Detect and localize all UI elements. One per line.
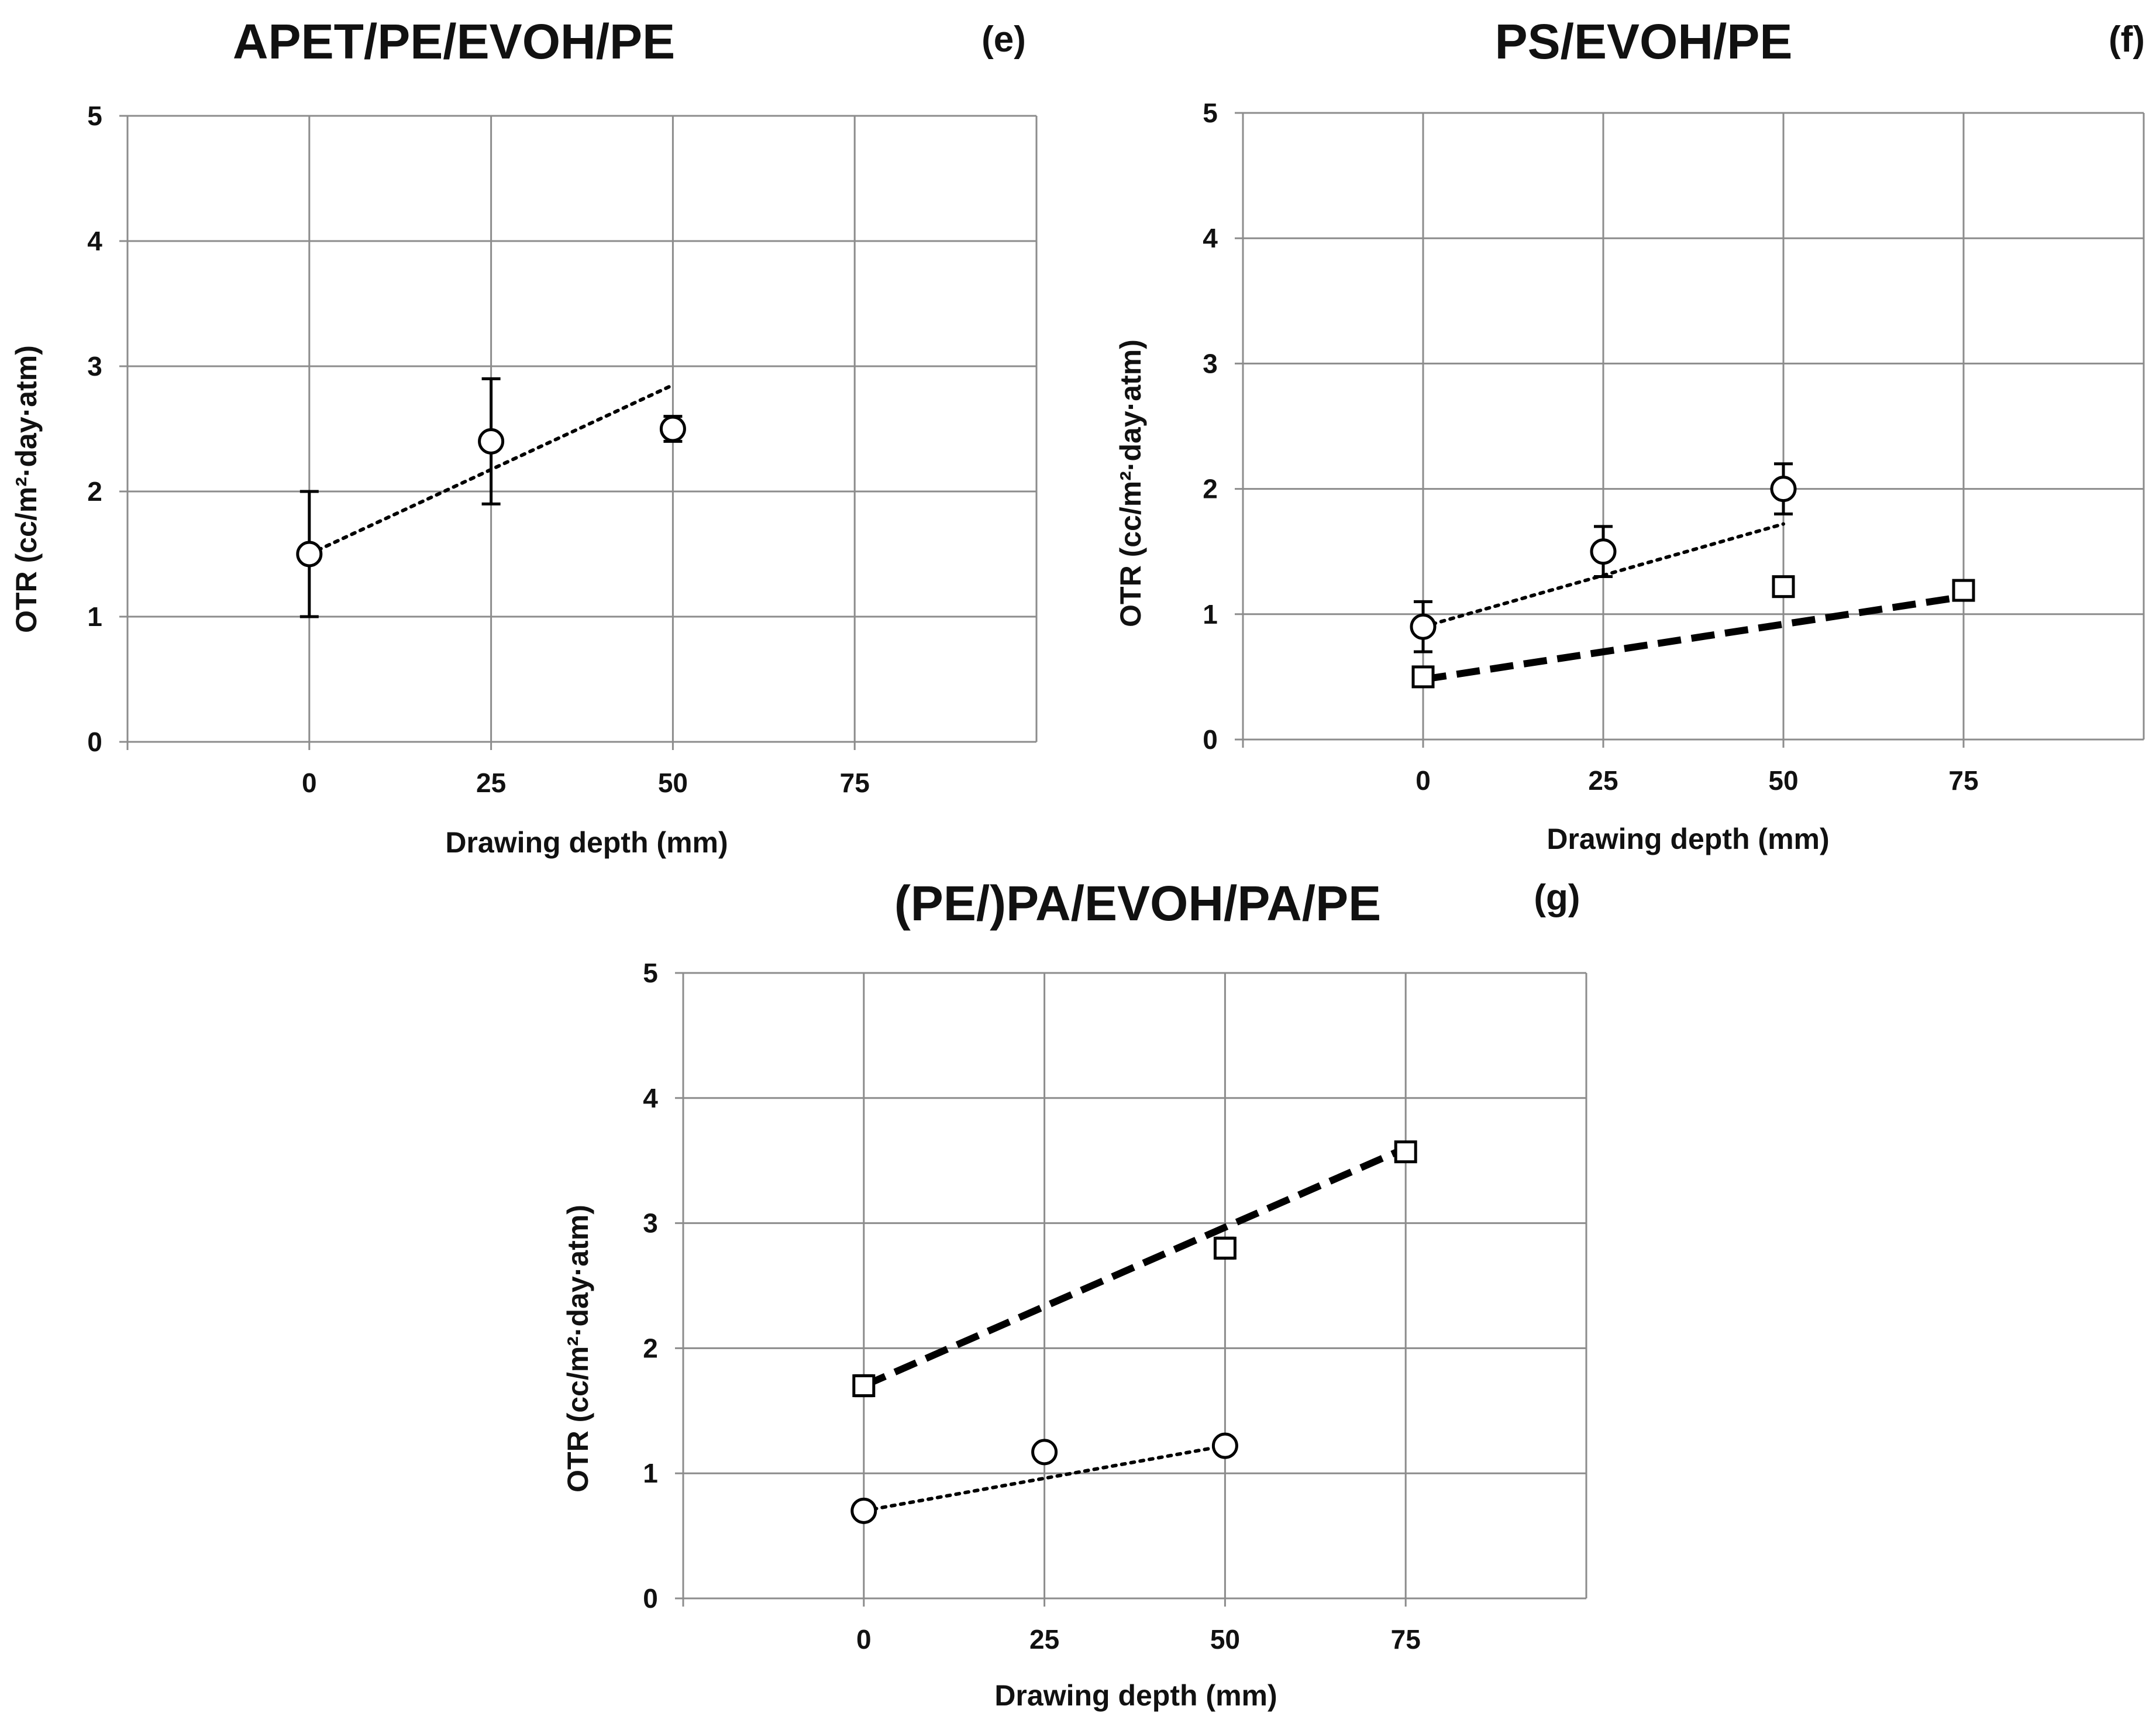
data-point-square [1394,1140,1417,1164]
data-point-square [1772,575,1795,599]
chart-panel-f: PS/EVOH/PE (f) Drawing depth (mm) OTR (c… [1114,14,2145,855]
x-tick-label: 0 [1415,765,1431,796]
data-point-circle [659,415,686,442]
y-tick-label: 0 [1203,724,1218,755]
x-tick-label: 0 [302,768,317,798]
y-tick-label: 0 [87,727,102,757]
data-point-circle [1211,1432,1238,1459]
y-tick-label: 3 [643,1208,658,1239]
x-tick-label: 50 [658,768,688,798]
data-point-square [1952,579,1975,602]
y-tick-label: 2 [87,476,102,507]
data-point-square [1213,1236,1237,1260]
y-axis-label: OTR (cc/m²·day·atm) [1114,339,1147,627]
x-tick-label: 75 [840,768,870,798]
y-tick-label: 2 [643,1333,658,1363]
x-tick-label: 75 [1391,1624,1421,1655]
y-tick-label: 1 [1203,599,1218,630]
chart-panel-g: (PE/)PA/EVOH/PA/PE (g) Drawing depth (mm… [562,876,1587,1712]
data-point-circle [1031,1439,1058,1466]
data-point-circle [1770,476,1797,503]
panel-label: (f) [2109,19,2145,60]
y-tick-label: 2 [1203,474,1218,504]
chart-panel-e: APET/PE/EVOH/PE (e) Drawing depth (mm) O… [10,14,1038,859]
panel-label: (e) [981,19,1026,60]
trendline-dotted [862,1444,1227,1513]
x-axis-label: Drawing depth (mm) [445,826,728,859]
x-tick-label: 25 [1588,765,1618,796]
x-tick-label: 25 [476,768,506,798]
y-tick-label: 4 [643,1083,658,1113]
trendline-dashed [862,1144,1407,1390]
data-point-circle [296,541,323,568]
x-tick-label: 50 [1210,1624,1240,1655]
chart-title: (PE/)PA/EVOH/PA/PE [894,876,1381,931]
y-tick-label: 4 [1203,223,1218,253]
data-point-circle [478,428,505,455]
x-axis-label: Drawing depth (mm) [1547,823,1829,855]
chart-title: PS/EVOH/PE [1495,14,1793,69]
data-point-circle [1590,538,1617,565]
y-axis-label: OTR (cc/m²·day·atm) [10,345,43,633]
chart-title: APET/PE/EVOH/PE [233,14,675,69]
y-tick-label: 3 [1203,348,1218,379]
panel-label: (g) [1534,878,1580,918]
y-tick-label: 3 [87,351,102,381]
y-tick-label: 1 [643,1458,658,1488]
y-tick-label: 5 [643,958,658,988]
x-tick-label: 50 [1768,765,1798,796]
y-axis-label: OTR (cc/m²·day·atm) [562,1205,594,1492]
y-tick-label: 0 [643,1583,658,1614]
data-point-circle [850,1497,877,1524]
trendline-dashed [1423,593,1964,683]
x-tick-label: 0 [856,1624,872,1655]
x-tick-label: 75 [1948,765,1978,796]
y-tick-label: 4 [87,226,102,256]
x-tick-label: 25 [1029,1624,1059,1655]
y-tick-label: 5 [87,101,102,131]
x-axis-label: Drawing depth (mm) [994,1679,1277,1712]
y-tick-label: 5 [1203,98,1218,128]
data-point-square [852,1374,876,1398]
data-point-circle [1410,613,1437,640]
y-tick-label: 1 [87,601,102,632]
data-point-square [1411,665,1435,689]
